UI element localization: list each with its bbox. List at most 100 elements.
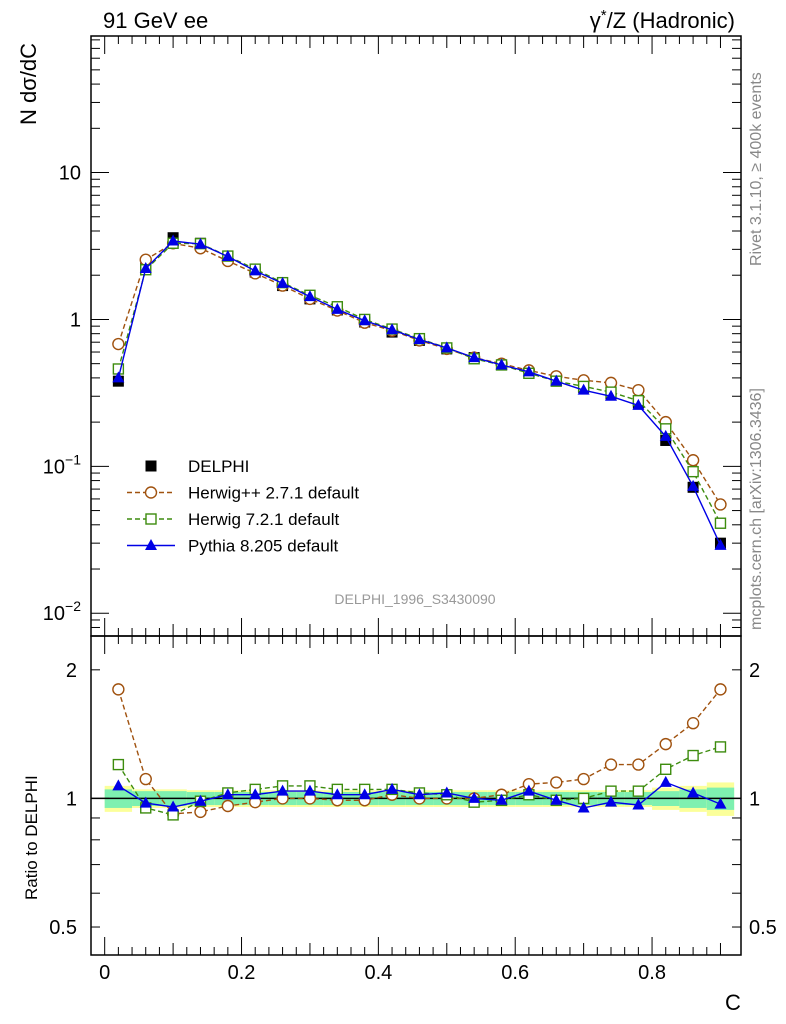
ratio-point-pythia <box>386 782 399 794</box>
legend-marker-data <box>145 460 157 472</box>
main-point-herwigpp <box>632 383 645 397</box>
ratio-point-herwigpp <box>112 683 125 696</box>
main-y-tick-label: 10−1 <box>43 451 81 478</box>
chart-right-title: γ*/Z (Hadronic) <box>590 7 735 33</box>
ratio-point-pythia <box>167 800 180 812</box>
main-point-pythia <box>577 383 590 395</box>
main-point-pythia <box>632 398 645 410</box>
ratio-point-pythia <box>522 784 535 796</box>
main-y-tick-exponent: −1 <box>65 451 81 467</box>
main-point-pythia <box>139 262 152 274</box>
main-point-pythia <box>249 264 262 276</box>
main-point-pythia <box>194 237 207 249</box>
ratio-point-herwig7 <box>632 785 645 797</box>
main-point-pythia <box>331 302 344 314</box>
x-tick-label: 0.4 <box>364 962 392 984</box>
main-point-pythia <box>687 479 700 491</box>
main-point-pythia <box>413 333 426 345</box>
ratio-point-pythia <box>550 793 563 805</box>
chart-left-title: 91 GeV ee <box>103 8 208 33</box>
ratio-point-herwig7 <box>605 785 617 797</box>
main-y-tick-exponent: −2 <box>65 598 81 614</box>
main-point-pythia <box>112 371 125 383</box>
ratio-y-axis-label: Ratio to DELPHI <box>22 775 41 900</box>
main-point-pythia <box>495 358 508 370</box>
ratio-point-herwigpp <box>714 683 727 696</box>
ratio-point-pythia <box>413 788 426 800</box>
main-point-pythia <box>550 374 563 386</box>
gamma-symbol: γ <box>590 8 601 33</box>
ratio-point-pythia <box>577 801 590 813</box>
main-point-herwig7 <box>687 465 699 478</box>
legend-label-data: DELPHI <box>188 457 249 476</box>
ratio-point-herwigpp <box>139 772 152 786</box>
main-point-pythia <box>303 290 316 302</box>
ratio-frame <box>90 635 742 956</box>
main-y-tick-label: 10−2 <box>43 598 81 625</box>
ratio-point-pythia <box>605 795 617 807</box>
ratio-point-herwigpp <box>632 758 645 771</box>
x-tick-label: 0.6 <box>501 962 529 984</box>
legend-label-herwigpp: Herwig++ 2.7.1 default <box>188 484 359 503</box>
main-point-pythia <box>276 276 289 288</box>
ratio-point-herwigpp <box>659 737 672 751</box>
main-y-axis-label: N dσ/dC <box>16 43 41 125</box>
ratio-point-herwigpp <box>686 716 700 730</box>
ratio-point-pythia <box>303 784 316 796</box>
ratio-point-herwig7 <box>687 749 699 762</box>
main-point-herwig7 <box>714 517 727 529</box>
main-point-pythia <box>167 234 180 246</box>
ratio-point-herwig7 <box>660 763 672 775</box>
star-superscript: * <box>601 7 607 24</box>
ratio-point-herwigpp <box>194 805 207 819</box>
main-point-pythia <box>522 365 535 377</box>
ratio-point-herwigpp <box>550 776 563 789</box>
main-point-pythia <box>221 250 234 262</box>
ratio-y-tick-label: 0.5 <box>49 917 77 939</box>
ratio-y-tick-label-right: 1 <box>749 788 760 810</box>
legend-label-herwig7: Herwig 7.2.1 default <box>188 510 339 529</box>
ratio-point-herwigpp <box>221 799 235 813</box>
ratio-point-pythia <box>221 788 234 800</box>
ratio-point-herwig7 <box>112 758 125 771</box>
process-label: /Z (Hadronic) <box>607 8 735 33</box>
ratio-point-pythia <box>687 786 700 798</box>
ratio-point-herwig7 <box>714 741 727 753</box>
ratio-point-pythia <box>139 796 152 808</box>
main-series-line-herwig7 <box>117 242 722 524</box>
main-y-tick-base: 10 <box>43 603 65 625</box>
x-tick-label: 0.8 <box>638 962 666 984</box>
main-y-tick-label: 1 <box>70 309 81 331</box>
rivet-version-label: Rivet 3.1.10, ≥ 400k events <box>748 72 765 266</box>
ratio-point-pythia <box>714 797 727 809</box>
main-point-herwigpp <box>714 498 727 511</box>
main-y-tick-label: 10 <box>59 163 81 185</box>
ratio-point-pythia <box>440 786 453 798</box>
x-tick-label: 0.2 <box>228 962 256 984</box>
ratio-point-pythia <box>331 788 344 800</box>
ratio-point-pythia <box>276 784 289 796</box>
main-point-pythia <box>440 341 453 353</box>
main-point-pythia <box>605 389 617 401</box>
ratio-point-pythia <box>468 791 481 803</box>
ratio-point-pythia <box>632 798 645 810</box>
main-point-pythia <box>468 351 481 363</box>
ratio-point-pythia <box>358 788 371 800</box>
legend-marker-herwigpp <box>144 486 158 499</box>
main-point-pythia <box>386 323 399 335</box>
ratio-y-tick-label: 2 <box>66 660 77 682</box>
ratio-point-pythia <box>495 793 508 805</box>
main-y-tick-base: 10 <box>43 456 65 478</box>
ratio-y-tick-label-right: 0.5 <box>749 917 777 939</box>
legend: DELPHI Herwig++ 2.7.1 default Herwig 7.2.1… <box>127 457 359 556</box>
main-point-pythia <box>358 314 371 326</box>
main-point-pythia <box>659 429 672 441</box>
ratio-point-pythia <box>249 788 262 800</box>
ratio-point-pythia <box>112 779 125 791</box>
ratio-y-tick-label-right: 2 <box>749 660 760 682</box>
legend-marker-pythia <box>145 539 157 550</box>
ratio-point-herwigpp <box>604 758 618 771</box>
ratio-plot: 2 2 1 1 0.5 0.5 0 0.2 0.4 0.6 0.8 <box>49 635 777 984</box>
